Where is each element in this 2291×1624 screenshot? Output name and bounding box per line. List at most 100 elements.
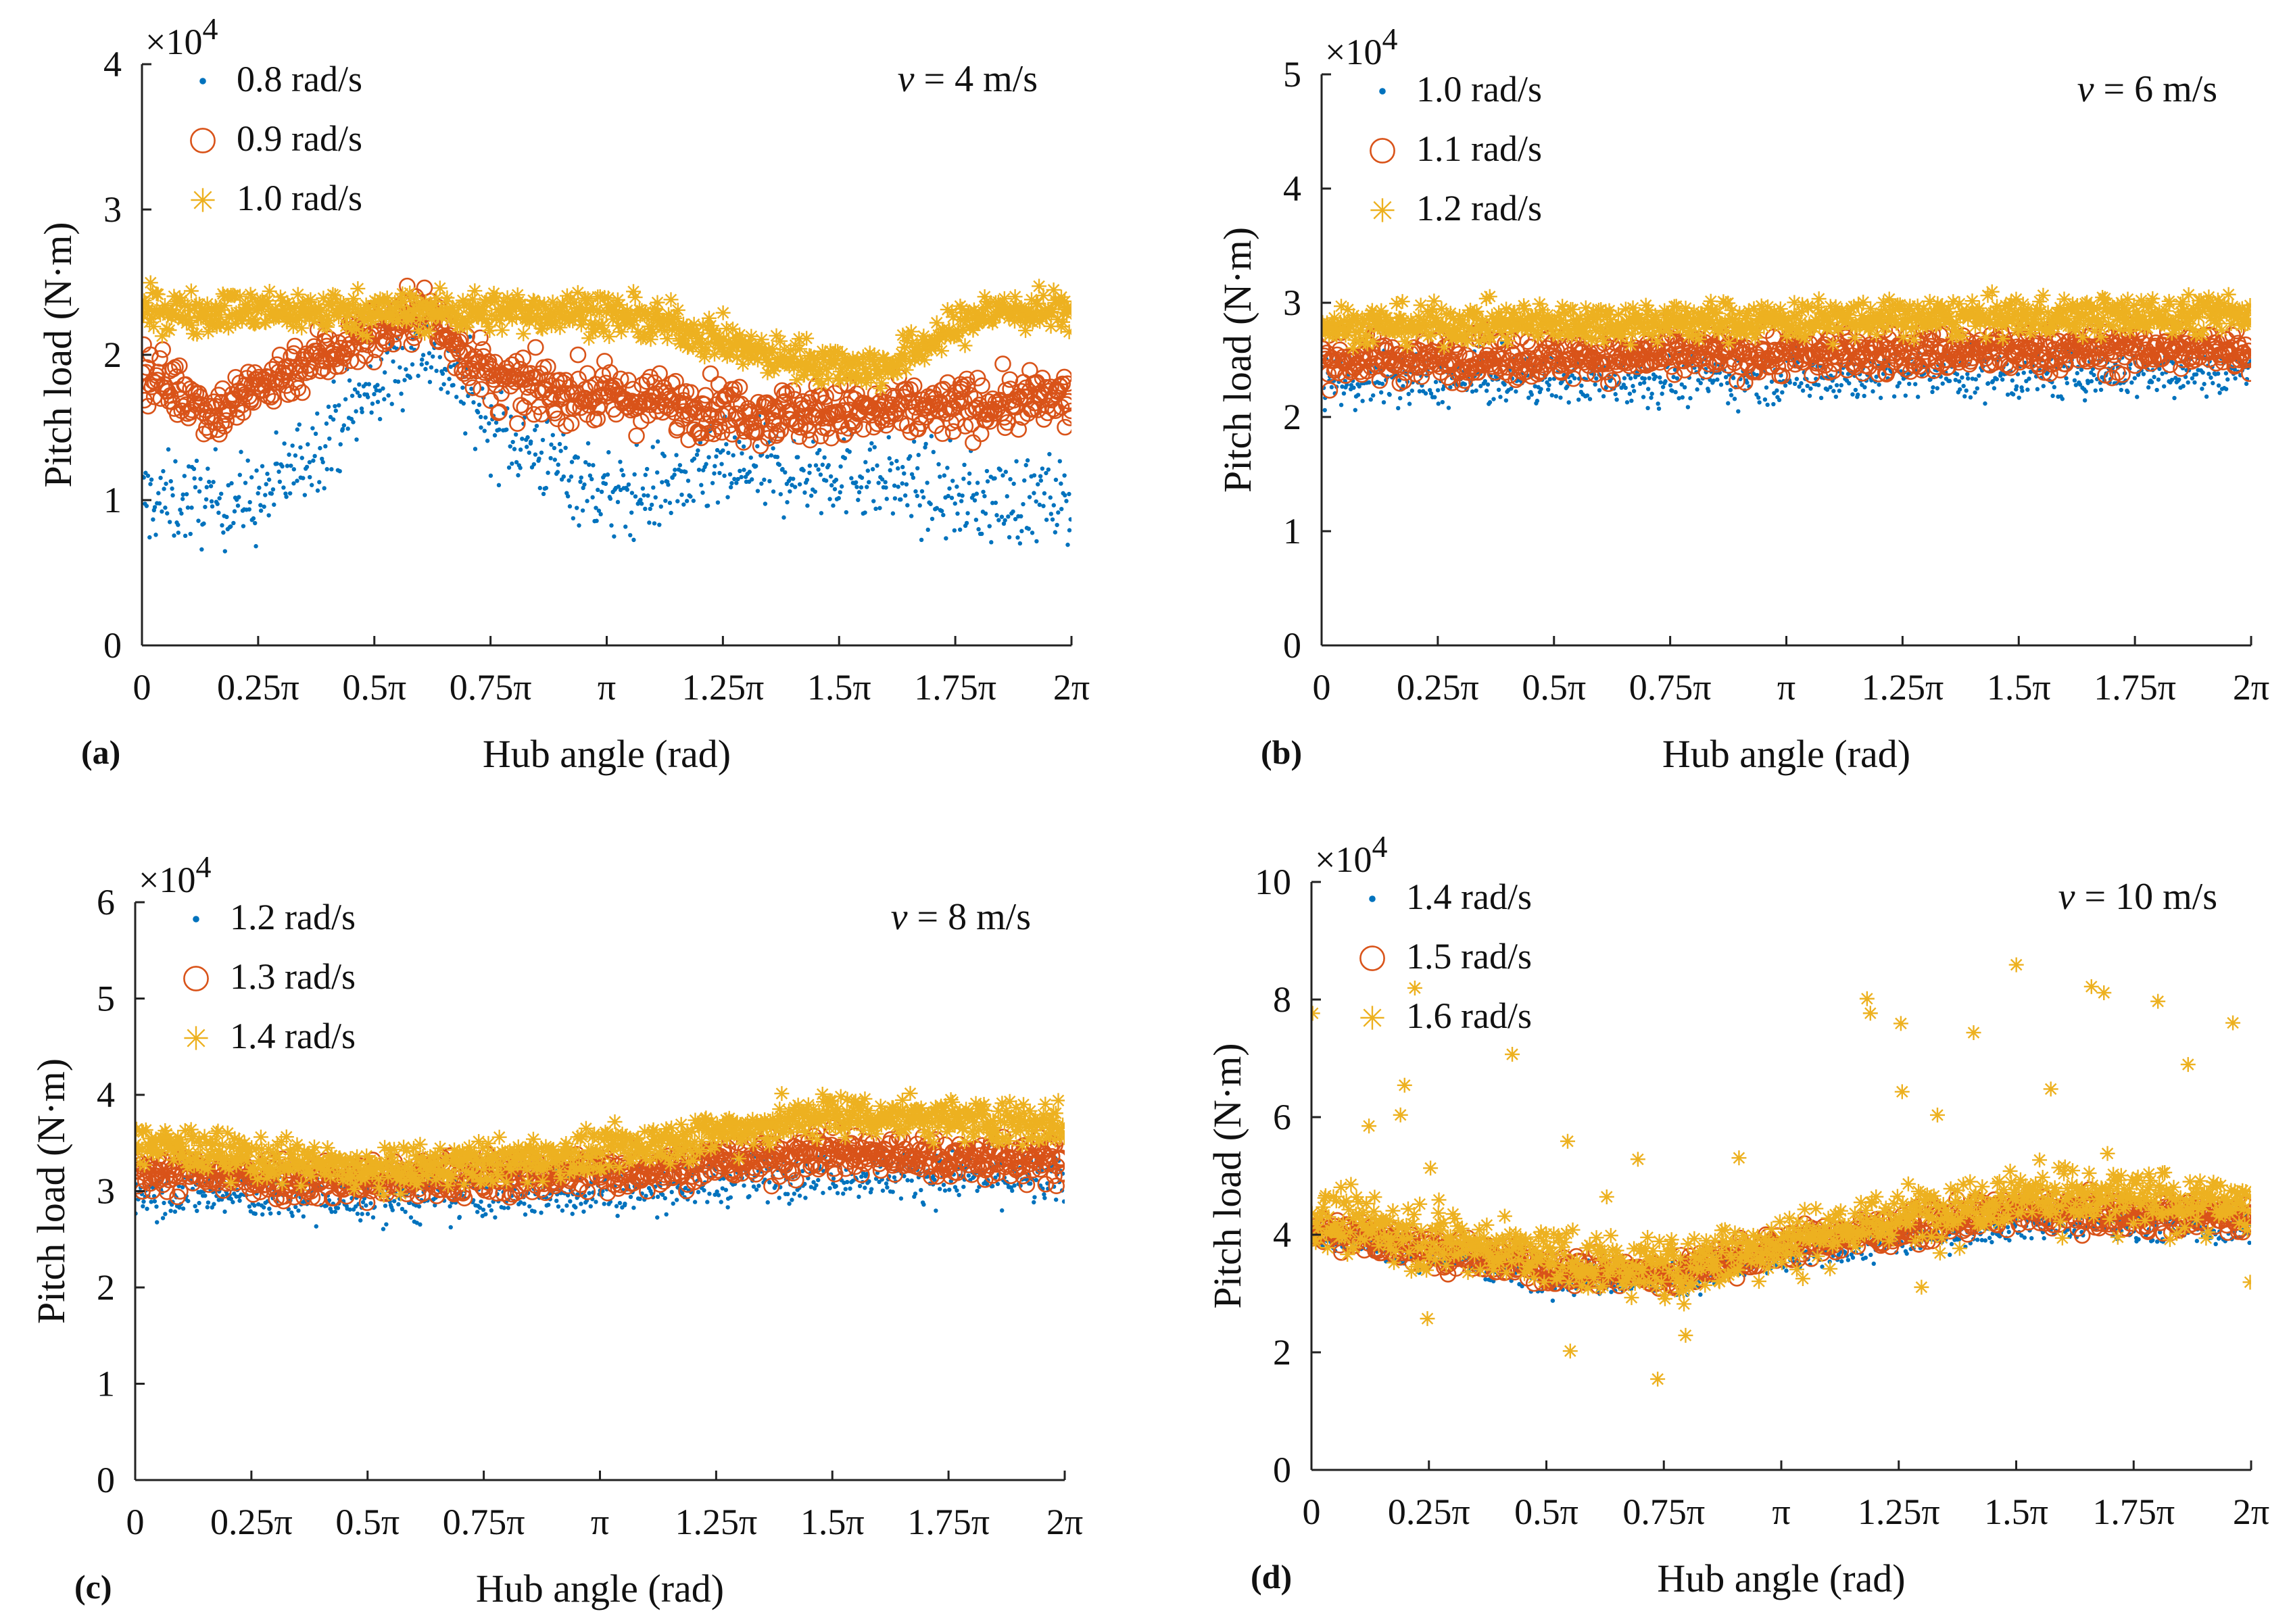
- data-point: [1779, 328, 1795, 344]
- data-point: [2196, 322, 2211, 337]
- data-point: [514, 460, 519, 465]
- data-point: [802, 490, 807, 495]
- data-point: [646, 493, 650, 498]
- data-point: [627, 289, 643, 305]
- data-point: [1056, 305, 1071, 320]
- annotation-variable: v: [898, 58, 915, 100]
- data-point: [1601, 394, 1606, 399]
- data-point: [1736, 322, 1752, 337]
- data-point: [165, 511, 170, 516]
- data-point: [859, 362, 874, 377]
- data-point: [1574, 320, 1590, 336]
- data-point: [1055, 522, 1059, 527]
- data-point: [1792, 381, 1798, 387]
- data-point: [602, 329, 617, 345]
- data-point: [989, 540, 994, 545]
- data-point: [2162, 297, 2177, 312]
- data-point: [325, 287, 341, 302]
- data-point: [987, 524, 992, 528]
- data-point: [1558, 316, 1574, 332]
- data-point: [347, 316, 362, 331]
- data-point: [830, 344, 846, 360]
- data-point: [1736, 409, 1741, 414]
- data-point: [692, 456, 697, 461]
- data-point: [1348, 325, 1364, 341]
- data-point: [984, 468, 990, 474]
- data-point: [304, 464, 310, 470]
- data-point: [645, 324, 660, 340]
- data-point: [1062, 473, 1067, 478]
- data-point: [2146, 314, 2162, 330]
- data-point: [355, 326, 370, 342]
- data-point: [527, 293, 542, 309]
- data-point: [375, 383, 380, 387]
- data-point: [1663, 379, 1668, 384]
- data-point: [172, 290, 187, 305]
- data-point: [158, 475, 163, 481]
- data-point: [1658, 380, 1663, 385]
- data-point: [472, 306, 487, 322]
- data-point: [1698, 380, 1703, 386]
- x-tick-label: 2π: [1053, 667, 1090, 708]
- data-point: [713, 464, 717, 468]
- data-point: [207, 414, 224, 431]
- data-point: [345, 291, 361, 306]
- data-point: [765, 454, 770, 459]
- data-point: [876, 481, 881, 485]
- data-point: [166, 447, 171, 452]
- data-point: [698, 343, 714, 358]
- data-point: [951, 323, 967, 339]
- data-point: [900, 464, 905, 470]
- data-point: [606, 299, 621, 314]
- data-point: [1413, 297, 1428, 313]
- data-point: [549, 442, 554, 447]
- data-point: [1979, 355, 1997, 372]
- data-point: [299, 456, 304, 460]
- data-point: [898, 362, 914, 378]
- data-point: [1949, 328, 1964, 343]
- data-point: [1599, 307, 1615, 322]
- data-point: [605, 472, 610, 477]
- data-point: [199, 547, 204, 552]
- data-point: [1450, 322, 1466, 337]
- data-point: [975, 481, 980, 485]
- data-point: [327, 436, 332, 441]
- data-point: [839, 484, 844, 489]
- data-point: [1401, 384, 1405, 389]
- data-point: [1688, 396, 1693, 401]
- data-point: [577, 523, 581, 528]
- data-point: [1043, 318, 1059, 334]
- data-point: [1398, 395, 1403, 401]
- data-point: [1406, 391, 1411, 397]
- data-point: [217, 496, 222, 501]
- data-point: [911, 339, 926, 354]
- data-point: [1559, 320, 1574, 336]
- data-point: [1895, 384, 1900, 389]
- data-point: [1445, 311, 1461, 326]
- data-point: [1649, 391, 1654, 396]
- data-point: [439, 387, 443, 391]
- data-point: [1892, 297, 1908, 312]
- y-tick-label: 4: [103, 44, 122, 84]
- data-point: [340, 426, 345, 432]
- data-point: [1008, 476, 1013, 482]
- data-point: [372, 291, 388, 307]
- data-point: [1048, 495, 1053, 500]
- data-point: [1453, 375, 1471, 393]
- data-point: [153, 533, 158, 537]
- data-point: [722, 473, 727, 478]
- data-point: [370, 401, 375, 406]
- data-point: [375, 335, 392, 353]
- data-point: [1715, 377, 1720, 382]
- data-point: [2042, 365, 2058, 383]
- data-point: [333, 403, 337, 409]
- data-point: [1975, 386, 1980, 391]
- data-point: [1428, 391, 1434, 396]
- data-point: [2145, 291, 2161, 306]
- data-point: [1797, 330, 1812, 346]
- data-point: [143, 470, 148, 475]
- data-point: [2200, 370, 2205, 375]
- data-point: [1034, 539, 1039, 544]
- data-point: [663, 498, 668, 503]
- data-point: [239, 449, 243, 454]
